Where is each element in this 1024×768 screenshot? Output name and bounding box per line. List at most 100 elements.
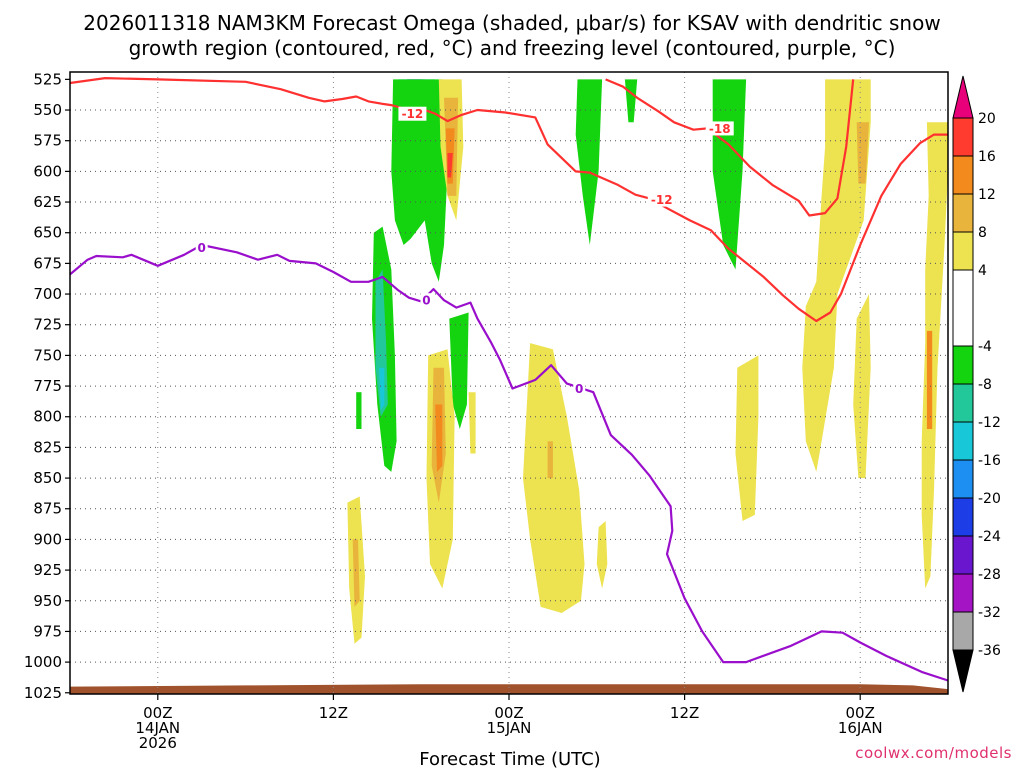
omega-region-lift-green-right1 [575, 79, 603, 246]
y-tick-label-650: 650 [33, 224, 62, 242]
contour-label-dgz-minus18: -18 [709, 122, 731, 136]
y-tick-label-550: 550 [33, 101, 62, 119]
omega-region-sink-yellow-5 [523, 343, 585, 613]
terrain-fill [70, 684, 948, 694]
contour-label-freezing-level-label3: 0 [575, 382, 583, 396]
colorbar-label--12: -12 [978, 415, 1001, 431]
contour-label-dgz-minus12-upper: -12 [402, 107, 424, 121]
y-tick-label-875: 875 [33, 500, 62, 518]
y-tick-label-925: 925 [33, 561, 62, 579]
y-tick-label-775: 775 [33, 377, 62, 395]
colorbar-label--24: -24 [978, 529, 1001, 545]
y-tick-label-700: 700 [33, 285, 62, 303]
x-tick-label-20-0: 00Z [494, 704, 523, 722]
y-tick-label-975: 975 [33, 622, 62, 640]
colorbar-label-12: 12 [978, 187, 996, 203]
y-tick-label-900: 900 [33, 530, 62, 548]
x-tick-label-40-0: 00Z [846, 704, 875, 722]
colorbar-label--8: -8 [978, 377, 992, 393]
colorbar-label-20: 20 [978, 111, 996, 127]
y-tick-label-675: 675 [33, 254, 62, 272]
y-tick-label-600: 600 [33, 162, 62, 180]
omega-region-sink-yellow-10 [921, 122, 948, 589]
colorbar-bin--28--24 [952, 535, 974, 575]
colorbar-bin--36--32 [952, 611, 974, 651]
y-tick-label-1025: 1025 [24, 684, 62, 702]
x-tick-label-0-1: 14JAN [135, 719, 180, 737]
contour-label-bg [195, 240, 208, 255]
contour-label-freezing-level: 0 [198, 241, 206, 255]
colorbar-bin-12-16 [952, 155, 974, 195]
omega-region-sink-yellow-6 [596, 521, 608, 589]
omega-region-lift-green-upper [391, 79, 448, 282]
y-axis: 525 550 575 600 625 650 675 700 725 750 775 800 825 8… [24, 70, 70, 702]
colorbar-bin--24--20 [952, 497, 974, 537]
colorbar-label--28: -28 [978, 567, 1001, 583]
omega-region-sink-orange-10 [926, 330, 933, 429]
colorbar-label--36: -36 [978, 643, 1001, 659]
colorbar-bin-4-8 [952, 231, 974, 271]
contour-label-bg [398, 106, 427, 121]
colorbar-bin-8-12 [952, 193, 974, 233]
contour-lines: -12 -18 -12 0 0 0 [69, 76, 949, 682]
omega-region-sink-orange-2 [435, 404, 443, 472]
x-tick-label-10-0: 12Z [319, 704, 348, 722]
colorbar-bin--16--12 [952, 421, 974, 461]
colorbar-bin--12--8 [952, 383, 974, 423]
chart-title-line2: growth region (contoured, red, °C) and f… [129, 36, 896, 60]
credit-text: coolwx.com/models [855, 744, 1012, 762]
colorbar-bin--8--4 [952, 345, 974, 385]
contour-dgz-minus18 [605, 78, 855, 217]
contour-freezing-level [69, 243, 949, 682]
x-tick-label-40-1: 16JAN [838, 719, 883, 737]
omega-region-sink-yellow-7 [735, 355, 759, 521]
colorbar: 20 16 12 8 4 -4 -8 -12 -16 -20 -24 -28 -32 -36 [952, 75, 1001, 693]
y-tick-label-800: 800 [33, 408, 62, 426]
chart-title-line1: 2026011318 NAM3KM Forecast Omega (shaded… [83, 11, 940, 35]
contour-label-bg [573, 381, 586, 396]
omega-region-sink-yellow-4 [468, 392, 476, 454]
colorbar-bin--32--28 [952, 573, 974, 613]
x-tick-label-0-0: 00Z [143, 704, 172, 722]
contour-label-freezing-level-label2: 0 [422, 294, 430, 308]
omega-region-sink-yellow-8 [802, 79, 871, 472]
colorbar-bin-16-20 [952, 117, 974, 157]
colorbar-label--16: -16 [978, 453, 1001, 469]
colorbar-label--4: -4 [978, 339, 992, 355]
y-tick-label-950: 950 [33, 592, 62, 610]
colorbar-top-arrow [952, 75, 974, 119]
omega-region-lift-seagreen-lower [375, 269, 388, 417]
y-tick-label-525: 525 [33, 70, 62, 88]
omega-region-lift-cyan-lower [379, 367, 385, 411]
colorbar-bottom-arrow [952, 649, 974, 693]
contour-label-bg [420, 293, 433, 308]
omega-region-lift-green-small [356, 392, 362, 429]
contour-label-bg [705, 121, 734, 136]
colorbar-label-16: 16 [978, 149, 996, 165]
contour-label-dgz-minus12-label-pos: -12 [651, 193, 673, 207]
y-tick-label-625: 625 [33, 193, 62, 211]
y-tick-label-725: 725 [33, 316, 62, 334]
contour-dgz-minus12-upper [69, 76, 948, 323]
x-tick-label-20-1: 15JAN [487, 719, 532, 737]
y-tick-label-575: 575 [33, 132, 62, 150]
x-axis-label: Forecast Time (UTC) [419, 749, 600, 768]
y-tick-label-750: 750 [33, 346, 62, 364]
omega-shading [347, 79, 948, 644]
y-tick-label-1000: 1000 [24, 653, 62, 671]
colorbar-label--32: -32 [978, 605, 1001, 621]
contour-label-bg [647, 192, 676, 207]
colorbar-bin--20--16 [952, 459, 974, 499]
y-tick-label-825: 825 [33, 438, 62, 456]
colorbar-label-8: 8 [978, 225, 987, 241]
omega-region-sink-tan-3 [352, 539, 360, 607]
omega-region-sink-yellow-9 [853, 294, 871, 479]
omega-region-sink-red-1 [447, 153, 453, 178]
x-tick-label-30-0: 12Z [670, 704, 699, 722]
y-tick-label-850: 850 [33, 469, 62, 487]
omega-region-sink-tan-5 [547, 441, 553, 479]
omega-region-lift-green-mid [449, 312, 469, 429]
colorbar-label-4: 4 [978, 263, 987, 279]
